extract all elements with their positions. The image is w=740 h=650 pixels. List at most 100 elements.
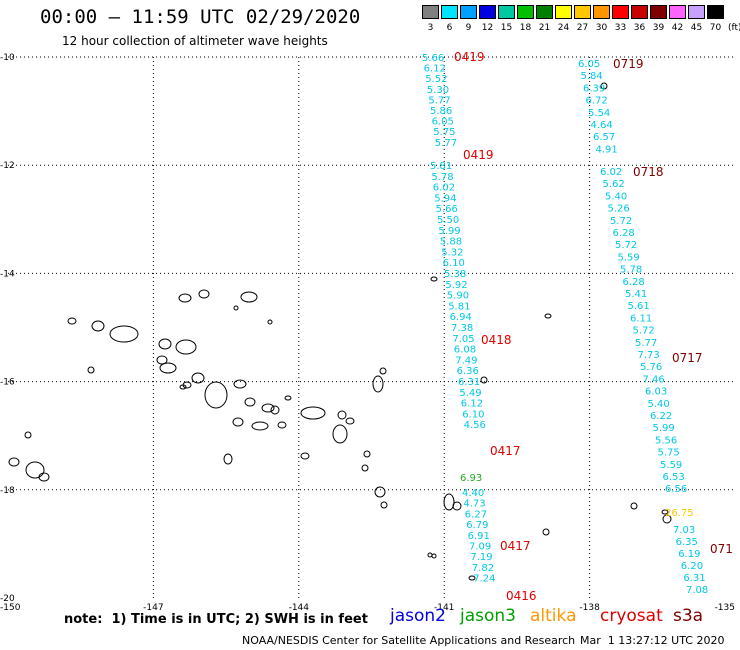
wave-height-value: 6.57 [593,132,615,143]
island-outline [24,431,32,439]
colorbar-swatch [441,5,458,19]
colorbar-label: 39 [652,23,665,33]
island-outline [8,457,20,467]
island-outline [332,424,348,444]
lat-tick-label: -14 [0,269,15,279]
legend-jason3: jason3 [460,606,516,626]
lat-tick-label: -12 [0,161,15,171]
colorbar-swatch [555,5,572,19]
track-time-label: 0718 [633,165,664,179]
colorbar-label: 70 [709,23,722,33]
island-outline [156,355,168,365]
footer-credit: NOAA/NESDIS Center for Satellite Applica… [242,634,576,647]
wave-height-value: 6.72 [586,96,608,107]
colorbar-label: 36 [633,23,646,33]
colorbar-label: 3 [427,23,434,33]
island-outline [198,289,210,299]
page-subtitle: 12 hour collection of altimeter wave hei… [62,34,328,48]
island-outline [544,313,552,319]
wave-height-value: 6.27 [465,509,487,520]
island-outline [452,501,462,511]
island-outline [233,305,239,311]
wave-height-value: 5.50 [437,215,459,226]
colorbar-swatch [650,5,667,19]
island-outline [363,450,371,458]
wave-height-value: 7.73 [638,350,660,361]
colorbar-label: 27 [576,23,589,33]
wave-height-value: 5.76 [640,362,662,373]
wave-height-value: 5.52 [425,74,447,85]
lon-tick-label: -138 [579,603,600,613]
island-outline [267,319,273,325]
track-time-label: 0719 [613,57,644,71]
wave-height-value: 4.64 [591,120,613,131]
colorbar-swatch [707,5,724,19]
wave-height-value: 6.94 [450,312,472,323]
island-outline [284,395,292,401]
wave-height-value: 5.78 [620,265,642,276]
island-outline [542,528,550,536]
wave-height-value: 5.88 [440,237,462,248]
lon-tick-label: -150 [0,603,21,613]
wave-height-value: 6.36 [457,366,479,377]
wave-height-value: 6.19 [678,549,700,560]
island-outline [178,293,192,303]
wave-height-value: 6.56 [665,484,687,495]
wave-height-value: 4.56 [464,420,486,431]
wave-height-value: 6.11 [630,313,652,324]
wave-height-value: 5.41 [625,289,647,300]
wave-height-value: 7.46 [643,374,665,385]
wave-height-value: 5.72 [633,326,655,337]
wave-height-value: 5.62 [603,179,625,190]
wave-height-value: 6.12 [461,399,483,410]
colorbar-swatch [593,5,610,19]
wave-height-value: 4.91 [596,144,618,155]
wave-height-value: 6.28 [623,277,645,288]
colorbar-swatch [688,5,705,19]
wave-height-value: 6.20 [681,561,703,572]
colorbar-swatch [498,5,515,19]
wave-height-value: 5.75 [658,448,680,459]
wave-height-value: 5.75 [433,127,455,138]
wave-height-value: 6.93 [460,473,482,484]
colorbar-label: 21 [538,23,551,33]
wave-height-value: 5.32 [441,247,463,258]
island-outline [361,464,369,472]
island-outline [223,453,233,465]
wave-height-value: 4.40 [462,488,484,499]
island-outline [277,421,287,429]
lat-tick-label: -10 [0,53,15,63]
island-outline [67,317,77,325]
island-outline [204,381,228,409]
wave-height-value: 5.94 [434,193,456,204]
track-time-label: 071 [710,542,733,556]
track-time-label: 0416 [506,589,537,603]
island-outline [374,486,386,498]
island-outline [345,417,355,425]
lat-tick-label: -16 [0,378,15,388]
wave-height-value: 6.05 [578,59,600,70]
wave-height-value: 6.28 [613,228,635,239]
colorbar-swatch [422,5,439,19]
island-outline [337,410,347,420]
note-text: note: 1) Time is in UTC; 2) SWH is in fe… [64,612,368,627]
wave-height-value: 5.61 [628,301,650,312]
island-outline [600,82,608,90]
wave-height-value: 5.66 [436,204,458,215]
wave-height-value: 5.99 [653,423,675,434]
island-outline [25,461,45,479]
wave-height-value: 5.86 [430,106,452,117]
island-outline [158,338,172,350]
track-time-label: 0417 [490,444,521,458]
island-outline [191,372,205,384]
island-outline [159,362,177,374]
legend-jason2: jason2 [390,606,446,626]
island-outline [480,376,488,384]
wave-height-value: 6.05 [432,117,454,128]
island-outline [232,417,244,427]
colorbar-label: 45 [690,23,703,33]
wave-height-value: 5.66 [422,53,444,64]
wave-height-value: 5.77 [435,138,457,149]
wave-height-value: 5.90 [447,291,469,302]
